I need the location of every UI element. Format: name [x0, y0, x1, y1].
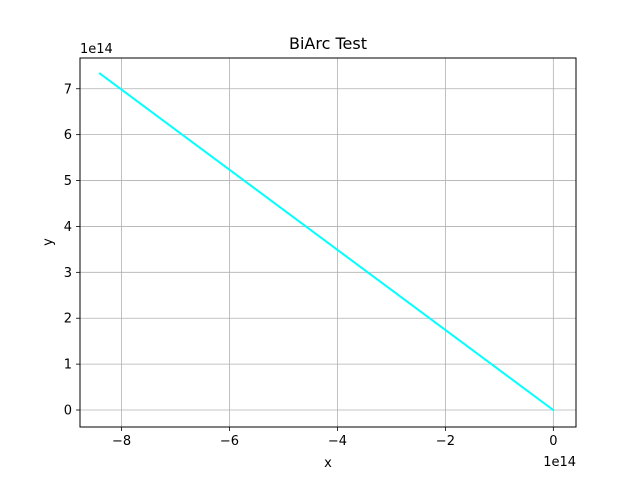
- x-tick-label: −2: [436, 434, 455, 449]
- x-tick-label: −6: [220, 434, 239, 449]
- y-tick-label: 7: [64, 82, 72, 97]
- x-axis-label: x: [324, 456, 332, 471]
- x-axis-ticks: −8 −6 −4 −2 0: [112, 427, 557, 449]
- x-axis-offset-text: 1e14: [543, 455, 576, 470]
- series-line: [98, 72, 555, 412]
- y-axis-ticks: 0 1 2 3 4 5 6 7: [64, 82, 80, 419]
- y-tick-label: 3: [64, 266, 72, 281]
- y-tick-label: 6: [64, 128, 72, 143]
- y-axis-offset-text: 1e14: [80, 42, 113, 57]
- chart-title: BiArc Test: [289, 34, 367, 53]
- y-axis-label: y: [41, 238, 56, 246]
- y-tick-label: 4: [64, 220, 72, 235]
- grid: [80, 58, 576, 427]
- x-tick-label: 0: [549, 434, 557, 449]
- y-tick-label: 1: [64, 358, 72, 373]
- series-layer: [98, 72, 555, 412]
- x-tick-label: −4: [328, 434, 347, 449]
- axes-frame: [79, 57, 577, 428]
- y-tick-label: 2: [64, 312, 72, 327]
- y-tick-label: 0: [64, 404, 72, 419]
- x-tick-label: −8: [112, 434, 131, 449]
- y-tick-label: 5: [64, 174, 72, 189]
